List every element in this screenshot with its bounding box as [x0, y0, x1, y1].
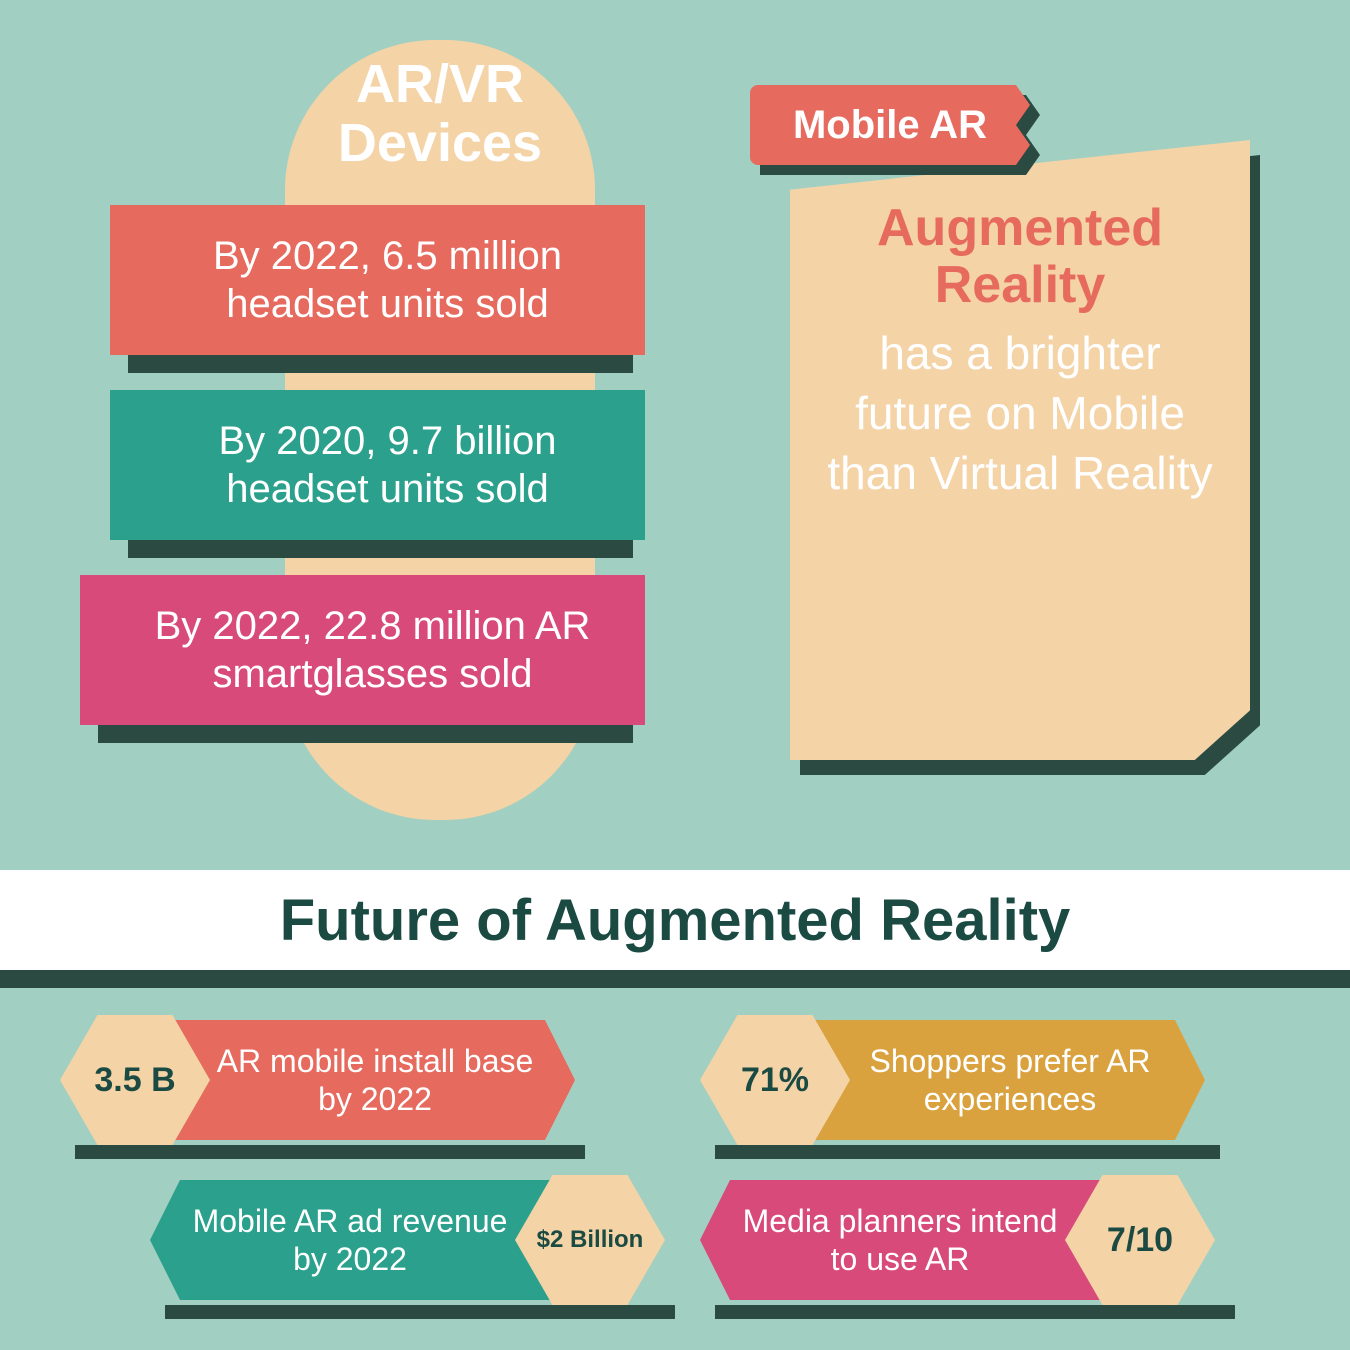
stat-install-base: 3.5 B AR mobile install base by 2022 — [60, 1015, 575, 1145]
mobile-ar-subtitle: has a brighter future on Mobile than Vir… — [820, 324, 1220, 503]
ribbon-2020-headsets: By 2020, 9.7 billion headset units sold — [110, 390, 645, 540]
stat-shadow — [715, 1145, 1220, 1159]
ribbon-2022-headsets: By 2022, 6.5 million headset units sold — [110, 205, 645, 355]
stat-shadow — [715, 1305, 1235, 1319]
stat-label: Media planners intend to use AR — [700, 1180, 1100, 1300]
mobile-ar-panel: Augmented Reality has a brighter future … — [790, 140, 1250, 760]
ribbon-shadow — [128, 355, 633, 373]
section-title: Future of Augmented Reality — [0, 870, 1350, 970]
stat-ad-revenue: Mobile AR ad revenue by 2022 $2 Billion — [150, 1175, 665, 1305]
mobile-ar-title: Augmented Reality — [820, 200, 1220, 314]
stat-shoppers: 71% Shoppers prefer AR experiences — [700, 1015, 1205, 1145]
stat-shadow — [165, 1305, 675, 1319]
ribbon-shadow — [128, 540, 633, 558]
ribbon-2022-smartglasses: By 2022, 22.8 million AR smartglasses so… — [80, 575, 645, 725]
stat-label: Shoppers prefer AR experiences — [815, 1020, 1205, 1140]
ribbon-shadow — [98, 725, 633, 743]
section-title-shadow — [0, 970, 1350, 988]
stat-shadow — [75, 1145, 585, 1159]
mobile-ar-tag: Mobile AR — [750, 85, 1030, 165]
stat-label: Mobile AR ad revenue by 2022 — [150, 1180, 550, 1300]
arvr-title: AR/VR Devices — [300, 55, 580, 174]
stat-label: AR mobile install base by 2022 — [175, 1020, 575, 1140]
stat-media-planners: Media planners intend to use AR 7/10 — [700, 1175, 1215, 1305]
